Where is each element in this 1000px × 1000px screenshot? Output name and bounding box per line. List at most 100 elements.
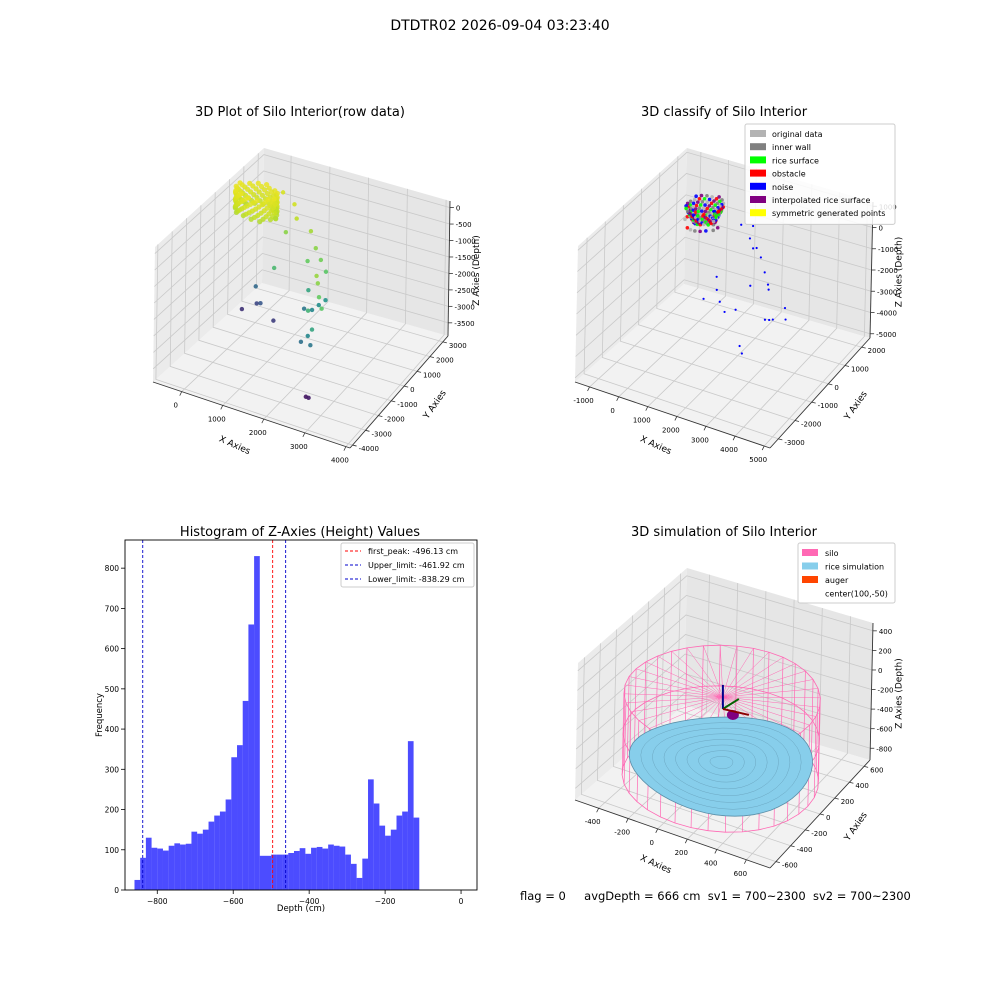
p4-ytick-label-2: -200 [811,830,827,838]
p1-cluster-point-81 [238,191,244,197]
p4-silo-strut-13 [701,645,704,728]
p1-xtick-mark-2 [261,418,265,424]
p1-zgrid-0 [154,154,451,254]
p4-silo-roof-3 [722,696,821,699]
p2-cluster-point-110 [691,213,696,217]
p4-zgrid-1 [577,594,873,691]
p4-silo-roof-7 [722,663,796,698]
p2-zgrid-2 [576,194,873,294]
p1-xtick-label-1: 1000 [208,415,226,423]
p4-xtick-label-2: 0 [649,839,653,847]
p2-cluster-point-100 [685,225,690,230]
p1-zgrid-1 [154,170,450,271]
p3-bar-39 [356,877,363,890]
p1-xgrid-0 [181,155,292,392]
p2-ztick-label-3: -2000 [878,267,898,275]
p2-xtick-label-3: 2000 [662,426,680,434]
p2-ytick-mark-0 [778,438,783,441]
p1-cluster-point-27 [263,181,270,188]
p2-xtick-mark-1 [616,396,620,401]
p4-x-axis-line [574,799,771,869]
p1-point-26 [254,301,259,306]
p2-noise-point-16 [715,275,718,278]
p4-xtick-label-0: -400 [585,818,601,826]
p4-rice-mesh-5 [663,733,779,796]
p2-legend-swatch-0 [750,130,766,137]
p1-point-11 [314,273,319,279]
p3-bar-41 [368,779,374,890]
p1-ytick-mark-6 [429,356,435,359]
p2-y-axis-line [769,337,871,449]
p3-bar-45 [390,829,397,890]
p3-bar-37 [345,854,351,890]
p1-point-24 [253,284,258,289]
p2-noise-point-15 [755,246,758,250]
p2-cluster-point-48 [705,194,709,198]
p1-ygrid-3 [198,205,392,402]
p2-cluster-point-58 [697,197,702,201]
p3-title: Histogram of Z-Axies (Height) Values [180,525,420,540]
p1-ytick-mark-7 [442,341,447,344]
p1-ytick-label-6: 2000 [436,357,454,365]
p2-ygrid-3 [638,188,829,385]
p2-xtick-label-2: 1000 [633,417,651,425]
p2-zgrid-4 [575,236,872,336]
p3-bar-48 [407,741,414,890]
p2-legend-label-3: obstacle [772,170,806,179]
p4-silo-strut-19 [627,676,630,758]
p4-silo-roof-24 [638,696,723,721]
p2-cluster-point-135 [706,223,711,227]
p4-legend-swatch-1 [802,562,818,570]
p3-ytick-label-2: 200 [105,806,120,815]
p2-legend-label-4: noise [772,183,793,192]
p2-legend-swatch-2 [750,156,766,164]
p2-xtick-label-5: 4000 [720,446,738,454]
p4-rice-mesh-1 [709,756,734,769]
p1-ytick-label-2: -2000 [384,416,404,424]
p2-noise-point-19 [723,310,726,314]
p1-x-axis-line [152,381,351,449]
p3-bar-16 [225,799,232,890]
p2-noise-point-18 [718,300,721,303]
p1-xgrid-1 [222,166,331,406]
p4-xgrid-0 [598,574,710,809]
p2-xtick-mark-6 [761,445,765,451]
p2-noise-point-6 [767,288,770,291]
p2-cluster-point-93 [684,206,688,211]
p4-silo-strut-16 [655,655,659,738]
p3-xlabel: Depth (cm) [277,904,325,914]
p2-cluster-point-57 [698,203,703,207]
p2-zgrid-3 [576,215,872,315]
p2-cluster-point-148 [716,209,721,214]
p3-bar-43 [379,825,386,890]
p3-bar-11 [197,833,203,890]
p2-x-axis-line [574,381,771,449]
p4-silo-strut-5 [810,679,814,761]
p2-noise-point-2 [748,237,752,240]
p2-noise-point-0 [740,223,743,226]
p4-xtick-mark-2 [655,828,659,834]
p4-silo-strut-4 [815,688,819,770]
p1-ztick-label-6: -3000 [454,303,474,311]
p4-zgrid-0 [577,575,873,672]
p2-ytick-label-4: 1000 [851,366,869,374]
p2-cluster-point-63 [696,209,700,214]
p2-floor-pane [575,284,870,448]
p3-bar-5 [162,850,169,890]
p4-silo-roof-21 [623,693,723,698]
p1-point-27 [239,306,245,312]
p1-cluster-point-32 [258,183,265,190]
p4-ztick-label-0: 400 [879,628,892,636]
p3-ytick-label-4: 400 [105,725,120,734]
p2-legend-label-6: symmetric generated points [772,209,885,218]
p2-cluster-point-43 [707,204,712,208]
p4-ytick-mark-4 [834,797,839,800]
p3-bar-19 [242,700,249,890]
p2-cluster-point-71 [691,204,695,209]
p4-silo-strut-3 [818,697,821,780]
p1-point-8 [323,269,329,274]
p2-cluster-point-125 [701,222,706,227]
p2-noise-point-11 [763,318,767,321]
p4-zgrid-2 [576,614,873,711]
p2-noise-point-4 [759,256,762,259]
